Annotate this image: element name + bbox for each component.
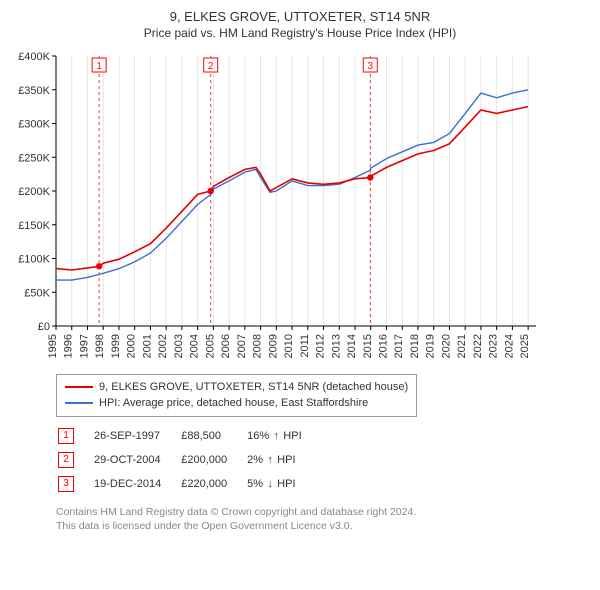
svg-text:2018: 2018	[409, 334, 421, 358]
svg-text:2007: 2007	[236, 334, 248, 358]
svg-text:1997: 1997	[78, 334, 90, 358]
chart-subtitle: Price paid vs. HM Land Registry's House …	[8, 26, 592, 40]
svg-text:2010: 2010	[283, 334, 295, 358]
svg-text:£150K: £150K	[18, 219, 50, 231]
legend-swatch-hpi	[65, 402, 93, 404]
svg-text:2021: 2021	[456, 334, 468, 358]
svg-text:1999: 1999	[110, 334, 122, 358]
svg-text:2012: 2012	[315, 334, 327, 358]
event-price: £220,000	[181, 473, 245, 495]
svg-text:2025: 2025	[519, 334, 531, 358]
svg-text:2016: 2016	[377, 334, 389, 358]
event-marker: 2	[58, 452, 74, 468]
chart-svg: £0 £50K £100K £150K £200K £250K £300K £350K £400…	[8, 46, 548, 366]
event-marker: 1	[58, 428, 74, 444]
svg-text:£100K: £100K	[18, 253, 50, 265]
svg-text:2019: 2019	[425, 334, 437, 358]
legend-label-property: 9, ELKES GROVE, UTTOXETER, ST14 5NR (det…	[99, 379, 408, 396]
svg-text:2005: 2005	[204, 334, 216, 358]
footer-line2: This data is licensed under the Open Gov…	[56, 519, 592, 533]
attribution: Contains HM Land Registry data © Crown c…	[56, 505, 592, 533]
svg-text:£50K: £50K	[24, 287, 50, 299]
sale-point	[367, 174, 373, 180]
svg-text:2: 2	[208, 61, 214, 72]
event-marker: 3	[58, 476, 74, 492]
svg-text:£300K: £300K	[18, 118, 50, 130]
price-chart: £0 £50K £100K £150K £200K £250K £300K £350K £400…	[8, 46, 592, 366]
svg-text:1996: 1996	[63, 334, 75, 358]
svg-text:2011: 2011	[299, 334, 311, 358]
svg-text:£200K: £200K	[18, 186, 50, 198]
svg-text:£250K: £250K	[18, 152, 50, 164]
svg-text:2001: 2001	[141, 334, 153, 358]
svg-text:1995: 1995	[47, 334, 59, 358]
event-diff: 16% ↑ HPI	[247, 425, 319, 447]
legend-swatch-property	[65, 386, 93, 388]
svg-text:2000: 2000	[126, 334, 138, 358]
sale-point	[208, 187, 214, 193]
svg-text:2004: 2004	[189, 334, 201, 358]
event-price: £200,000	[181, 449, 245, 471]
svg-text:2020: 2020	[440, 334, 452, 358]
event-price: £88,500	[181, 425, 245, 447]
footer-line1: Contains HM Land Registry data © Crown c…	[56, 505, 592, 519]
svg-text:2014: 2014	[346, 334, 358, 358]
svg-text:2003: 2003	[173, 334, 185, 358]
legend-item-hpi: HPI: Average price, detached house, East…	[65, 395, 408, 412]
legend-label-hpi: HPI: Average price, detached house, East…	[99, 395, 368, 412]
svg-text:2013: 2013	[330, 334, 342, 358]
svg-text:1998: 1998	[94, 334, 106, 358]
svg-text:2009: 2009	[267, 334, 279, 358]
event-row: 2 29-OCT-2004£200,0002% ↑ HPI	[58, 449, 320, 471]
svg-text:2002: 2002	[157, 334, 169, 358]
event-diff: 2% ↑ HPI	[247, 449, 319, 471]
event-diff: 5% ↓ HPI	[247, 473, 319, 495]
sale-point	[96, 263, 102, 269]
svg-text:£350K: £350K	[18, 84, 50, 96]
events-table: 1 26-SEP-1997£88,50016% ↑ HPI 2 29-OCT-2004…	[56, 423, 322, 497]
event-date: 19-DEC-2014	[94, 473, 179, 495]
svg-text:£0: £0	[38, 321, 50, 333]
svg-text:2024: 2024	[503, 334, 515, 358]
svg-text:£400K: £400K	[18, 51, 50, 63]
svg-text:2008: 2008	[252, 334, 264, 358]
event-row: 1 26-SEP-1997£88,50016% ↑ HPI	[58, 425, 320, 447]
event-date: 29-OCT-2004	[94, 449, 179, 471]
svg-text:2023: 2023	[488, 334, 500, 358]
event-date: 26-SEP-1997	[94, 425, 179, 447]
legend: 9, ELKES GROVE, UTTOXETER, ST14 5NR (det…	[56, 374, 417, 417]
svg-text:3: 3	[368, 61, 374, 72]
legend-item-property: 9, ELKES GROVE, UTTOXETER, ST14 5NR (det…	[65, 379, 408, 396]
svg-text:2006: 2006	[220, 334, 232, 358]
event-row: 3 19-DEC-2014£220,0005% ↓ HPI	[58, 473, 320, 495]
chart-title: 9, ELKES GROVE, UTTOXETER, ST14 5NR	[8, 8, 592, 26]
svg-text:1: 1	[96, 61, 102, 72]
svg-text:2017: 2017	[393, 334, 405, 358]
svg-text:2022: 2022	[472, 334, 484, 358]
svg-text:2015: 2015	[362, 334, 374, 358]
